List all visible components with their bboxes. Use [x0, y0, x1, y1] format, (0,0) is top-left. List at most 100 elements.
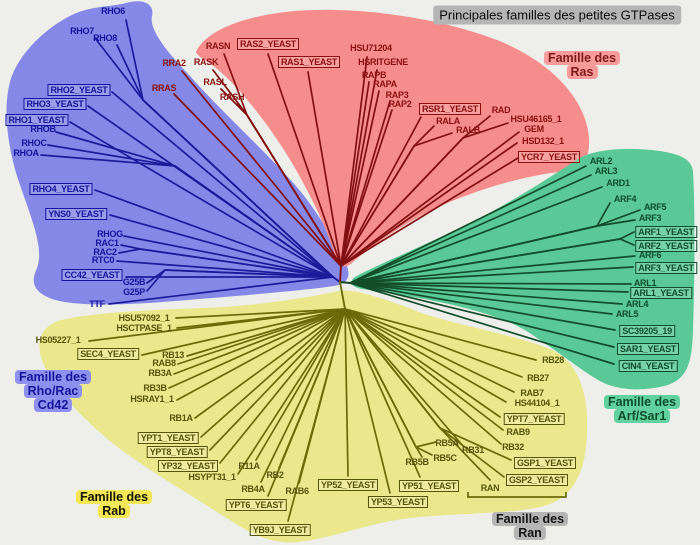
branch-rash: [237, 103, 342, 267]
taxon-label-rb4a: RB4A: [241, 484, 265, 494]
taxon-label-rap3: RAP3: [385, 90, 409, 100]
taxon-label-rb1a: RB1A: [169, 413, 193, 423]
taxon-label-rb27: RB27: [527, 373, 549, 383]
taxon-label-arf6: ARF6: [638, 250, 662, 260]
taxon-label-arl5: ARL5: [615, 309, 639, 319]
branch-rsr1_yeast: [340, 116, 422, 267]
branch-yp52_yeast: [344, 308, 349, 477]
branch-rb1a: [194, 308, 346, 419]
taxon-label-rsr1_yeast: RSR1_YEAST: [418, 103, 482, 115]
branch-sec4_yeast: [141, 308, 346, 356]
family-label-ras: Famille des Ras: [543, 51, 621, 79]
family-label-line: Arf/Sar1: [613, 409, 671, 423]
taxon-label-rb2: RB2: [266, 470, 284, 480]
branch-rab8: [177, 308, 346, 365]
branch-ypt1_yeast: [200, 308, 346, 438]
family-label-rho: Famille des Rho/Rac Cd42: [14, 370, 92, 412]
branch-hs05227_1: [88, 308, 346, 342]
taxon-label-hsctpase_1: HSCTPASE_1: [116, 323, 172, 333]
branch-rb31: [344, 308, 464, 447]
stem-ras: [339, 265, 342, 283]
family-label-line: Cd42: [33, 398, 73, 412]
family-label-line: Famille des: [603, 395, 681, 409]
taxon-label-r11a: R11A: [238, 461, 260, 471]
taxon-label-rhoc: RHOC: [21, 138, 47, 148]
taxon-label-hsu71204: HSU71204: [350, 43, 392, 53]
branch-rac2: [118, 248, 334, 278]
taxon-label-ras2_yeast: RAS2_YEAST: [236, 38, 300, 50]
branch-rb28: [344, 308, 537, 361]
branch-rapa: [340, 90, 380, 267]
taxon-label-sc39205_19: SC39205_19: [619, 325, 675, 337]
taxon-label-rala: RALA: [436, 116, 460, 126]
branch-ypt6_yeast: [267, 308, 346, 497]
family-label-ran: Famille des Ran: [491, 512, 569, 540]
taxon-label-rb3a: RB3A: [148, 368, 172, 378]
taxon-label-hs05227_1: HS05227_1: [35, 335, 81, 345]
family-label-line: Rho/Rac: [23, 384, 83, 398]
family-label-line: Ras: [566, 65, 598, 79]
stem-rho: [332, 276, 341, 283]
branch-g25p: [146, 269, 334, 292]
taxon-label-ras1_yeast: RAS1_YEAST: [277, 56, 341, 68]
taxon-label-rra2: RRA2: [162, 58, 186, 68]
taxon-label-hsu46165_1: HSU46165_1: [510, 114, 562, 124]
branch-cin4_yeast: [349, 282, 615, 365]
branch-hsu71204: [340, 56, 368, 267]
taxon-label-hsu57092_1: HSU57092_1: [118, 313, 170, 323]
branch-yns0_yeast: [109, 214, 334, 278]
taxon-label-ard1: ARD1: [606, 178, 630, 188]
taxon-label-rap2: RAP2: [388, 99, 412, 109]
family-label-rab: Famille des Rab: [75, 490, 153, 518]
branch-hs44104_1: [344, 308, 507, 403]
branch-hsu46165_1: [340, 122, 509, 267]
taxon-label-ttf: TTF: [89, 299, 105, 309]
taxon-label-rapa: RAPA: [373, 79, 397, 89]
branch-hsritgene: [340, 69, 378, 267]
branch-ypt7_yeast: [344, 308, 501, 418]
taxon-label-sar1_yeast: SAR1_YEAST: [616, 343, 680, 355]
branch-rb32: [344, 308, 502, 445]
taxon-label-arf5: ARF5: [643, 202, 667, 212]
stem-arf: [339, 281, 351, 284]
taxon-label-yp52_yeast: YP52_YEAST: [317, 479, 379, 491]
taxon-label-rasl: RASL: [203, 77, 227, 87]
branch-rap2: [340, 109, 393, 267]
taxon-label-rb3b: RB3B: [143, 383, 167, 393]
taxon-label-rho1_yeast: RHO1_YEAST: [5, 114, 69, 126]
branch-gem: [340, 131, 520, 267]
taxon-label-rac1: RAC1: [95, 238, 119, 248]
taxon-label-rb5b: RB5B: [405, 457, 429, 467]
taxon-label-rb32: RB32: [502, 442, 524, 452]
taxon-label-arf2_yeast: ARF2_YEAST: [635, 240, 697, 252]
branch-arf3_yeast: [349, 266, 634, 284]
taxon-label-arf4: ARF4: [613, 194, 637, 204]
family-label-line: Rab: [98, 504, 130, 518]
taxon-label-ypt6_yeast: YPT6_YEAST: [225, 499, 287, 511]
branch-arf6: [349, 255, 636, 284]
taxon-label-rras: RRAS: [151, 83, 177, 93]
taxon-label-yb9j_yeast: YB9J_YEAST: [249, 524, 311, 536]
taxon-label-rb28: RB28: [542, 355, 564, 365]
branch-hsypt31_1: [237, 308, 346, 475]
taxon-label-ypt1_yeast: YPT1_YEAST: [137, 432, 199, 444]
taxon-label-sec4_yeast: SEC4_YEAST: [77, 348, 139, 360]
taxon-label-gem: GEM: [524, 124, 544, 134]
branch-rhoa: [40, 154, 334, 278]
branch-ypt8_yeast: [209, 308, 346, 451]
taxon-label-rask: RASK: [193, 57, 219, 67]
taxon-label-hsritgene: HSRITGENE: [358, 57, 408, 67]
branch-arl1: [349, 282, 632, 285]
taxon-label-rab7: RAB7: [520, 388, 544, 398]
taxon-label-rhoa: RHOA: [13, 148, 39, 158]
taxon-label-yp51_yeast: YP51_YEAST: [398, 480, 460, 492]
taxon-label-yns0_yeast: YNS0_YEAST: [45, 208, 107, 220]
branch-arl3: [349, 174, 592, 284]
branch-rb3a: [173, 308, 346, 375]
branch-ras1_yeast: [307, 71, 342, 267]
taxon-label-rab6: RAB6: [285, 486, 309, 496]
taxon-label-rab8: RAB8: [152, 358, 176, 368]
taxon-label-arl1: ARL1: [633, 278, 657, 288]
taxon-label-hsray1_1: HSRAY1_1: [130, 394, 174, 404]
branch-rtc0: [116, 260, 334, 278]
